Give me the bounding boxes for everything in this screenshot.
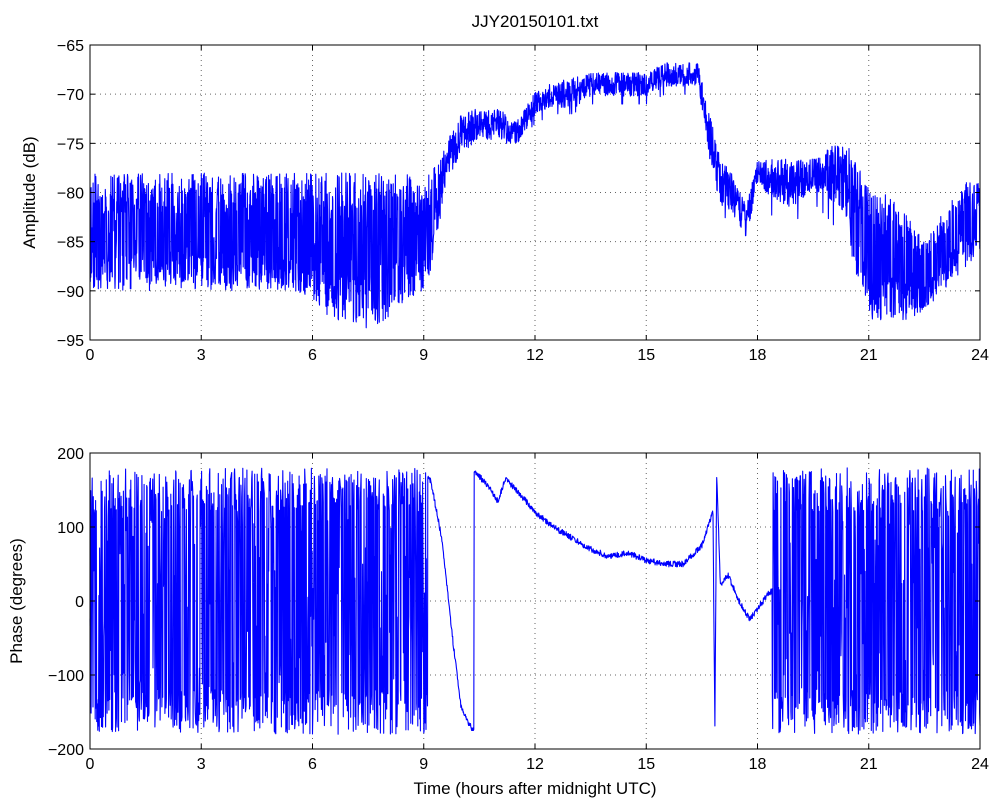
x-axis-label: Time (hours after midnight UTC): [413, 779, 656, 798]
x-tick-label: 24: [971, 347, 989, 364]
series-line-0: [89, 62, 981, 329]
chart-title: JJY20150101.txt: [472, 12, 599, 31]
y-tick-label: −100: [48, 668, 84, 685]
y-tick-label: 0: [75, 594, 84, 611]
x-tick-label: 21: [860, 756, 878, 773]
x-tick-label: 24: [971, 756, 989, 773]
y-axis-label: Phase (degrees): [7, 538, 26, 664]
x-tick-label: 6: [308, 756, 317, 773]
x-tick-label: 12: [526, 756, 544, 773]
y-tick-label: −75: [57, 136, 84, 153]
y-tick-label: 200: [57, 446, 84, 463]
ticks: 0 3 6 9 12 15 18 21 24 −200 −100 0 100 200: [48, 446, 989, 773]
y-tick-label: −65: [57, 38, 84, 55]
y-tick-label: −200: [48, 742, 84, 759]
x-tick-label: 3: [197, 756, 206, 773]
x-tick-label: 15: [637, 347, 655, 364]
x-tick-label: 12: [526, 347, 544, 364]
y-axis-label: Amplitude (dB): [20, 136, 39, 248]
y-tick-label: −70: [57, 87, 84, 104]
y-tick-label: −85: [57, 235, 84, 252]
x-tick-label: 18: [749, 756, 767, 773]
x-tick-label: 0: [86, 347, 95, 364]
y-tick-label: −95: [57, 333, 84, 350]
x-tick-label: 6: [308, 347, 317, 364]
phase-panel: 0 3 6 9 12 15 18 21 24 −200 −100 0 100 200 Phase (degr…: [7, 446, 989, 798]
x-tick-label: 18: [749, 347, 767, 364]
x-tick-label: 15: [637, 756, 655, 773]
grid: [90, 453, 980, 749]
y-tick-label: −80: [57, 186, 84, 203]
x-tick-label: 9: [419, 756, 428, 773]
amplitude-panel: 0 3 6 9 12 15 18 21 24 −95 −90 −85 −80 −75 −70 −65 JJY20…: [20, 12, 989, 364]
y-tick-label: −90: [57, 284, 84, 301]
series-line-0: [89, 467, 981, 735]
x-tick-label: 21: [860, 347, 878, 364]
x-tick-label: 9: [419, 347, 428, 364]
ticks: 0 3 6 9 12 15 18 21 24 −95 −90 −85 −80 −75 −70 −65: [57, 38, 989, 364]
x-tick-label: 0: [86, 756, 95, 773]
y-tick-label: 100: [57, 520, 84, 537]
x-tick-label: 3: [197, 347, 206, 364]
